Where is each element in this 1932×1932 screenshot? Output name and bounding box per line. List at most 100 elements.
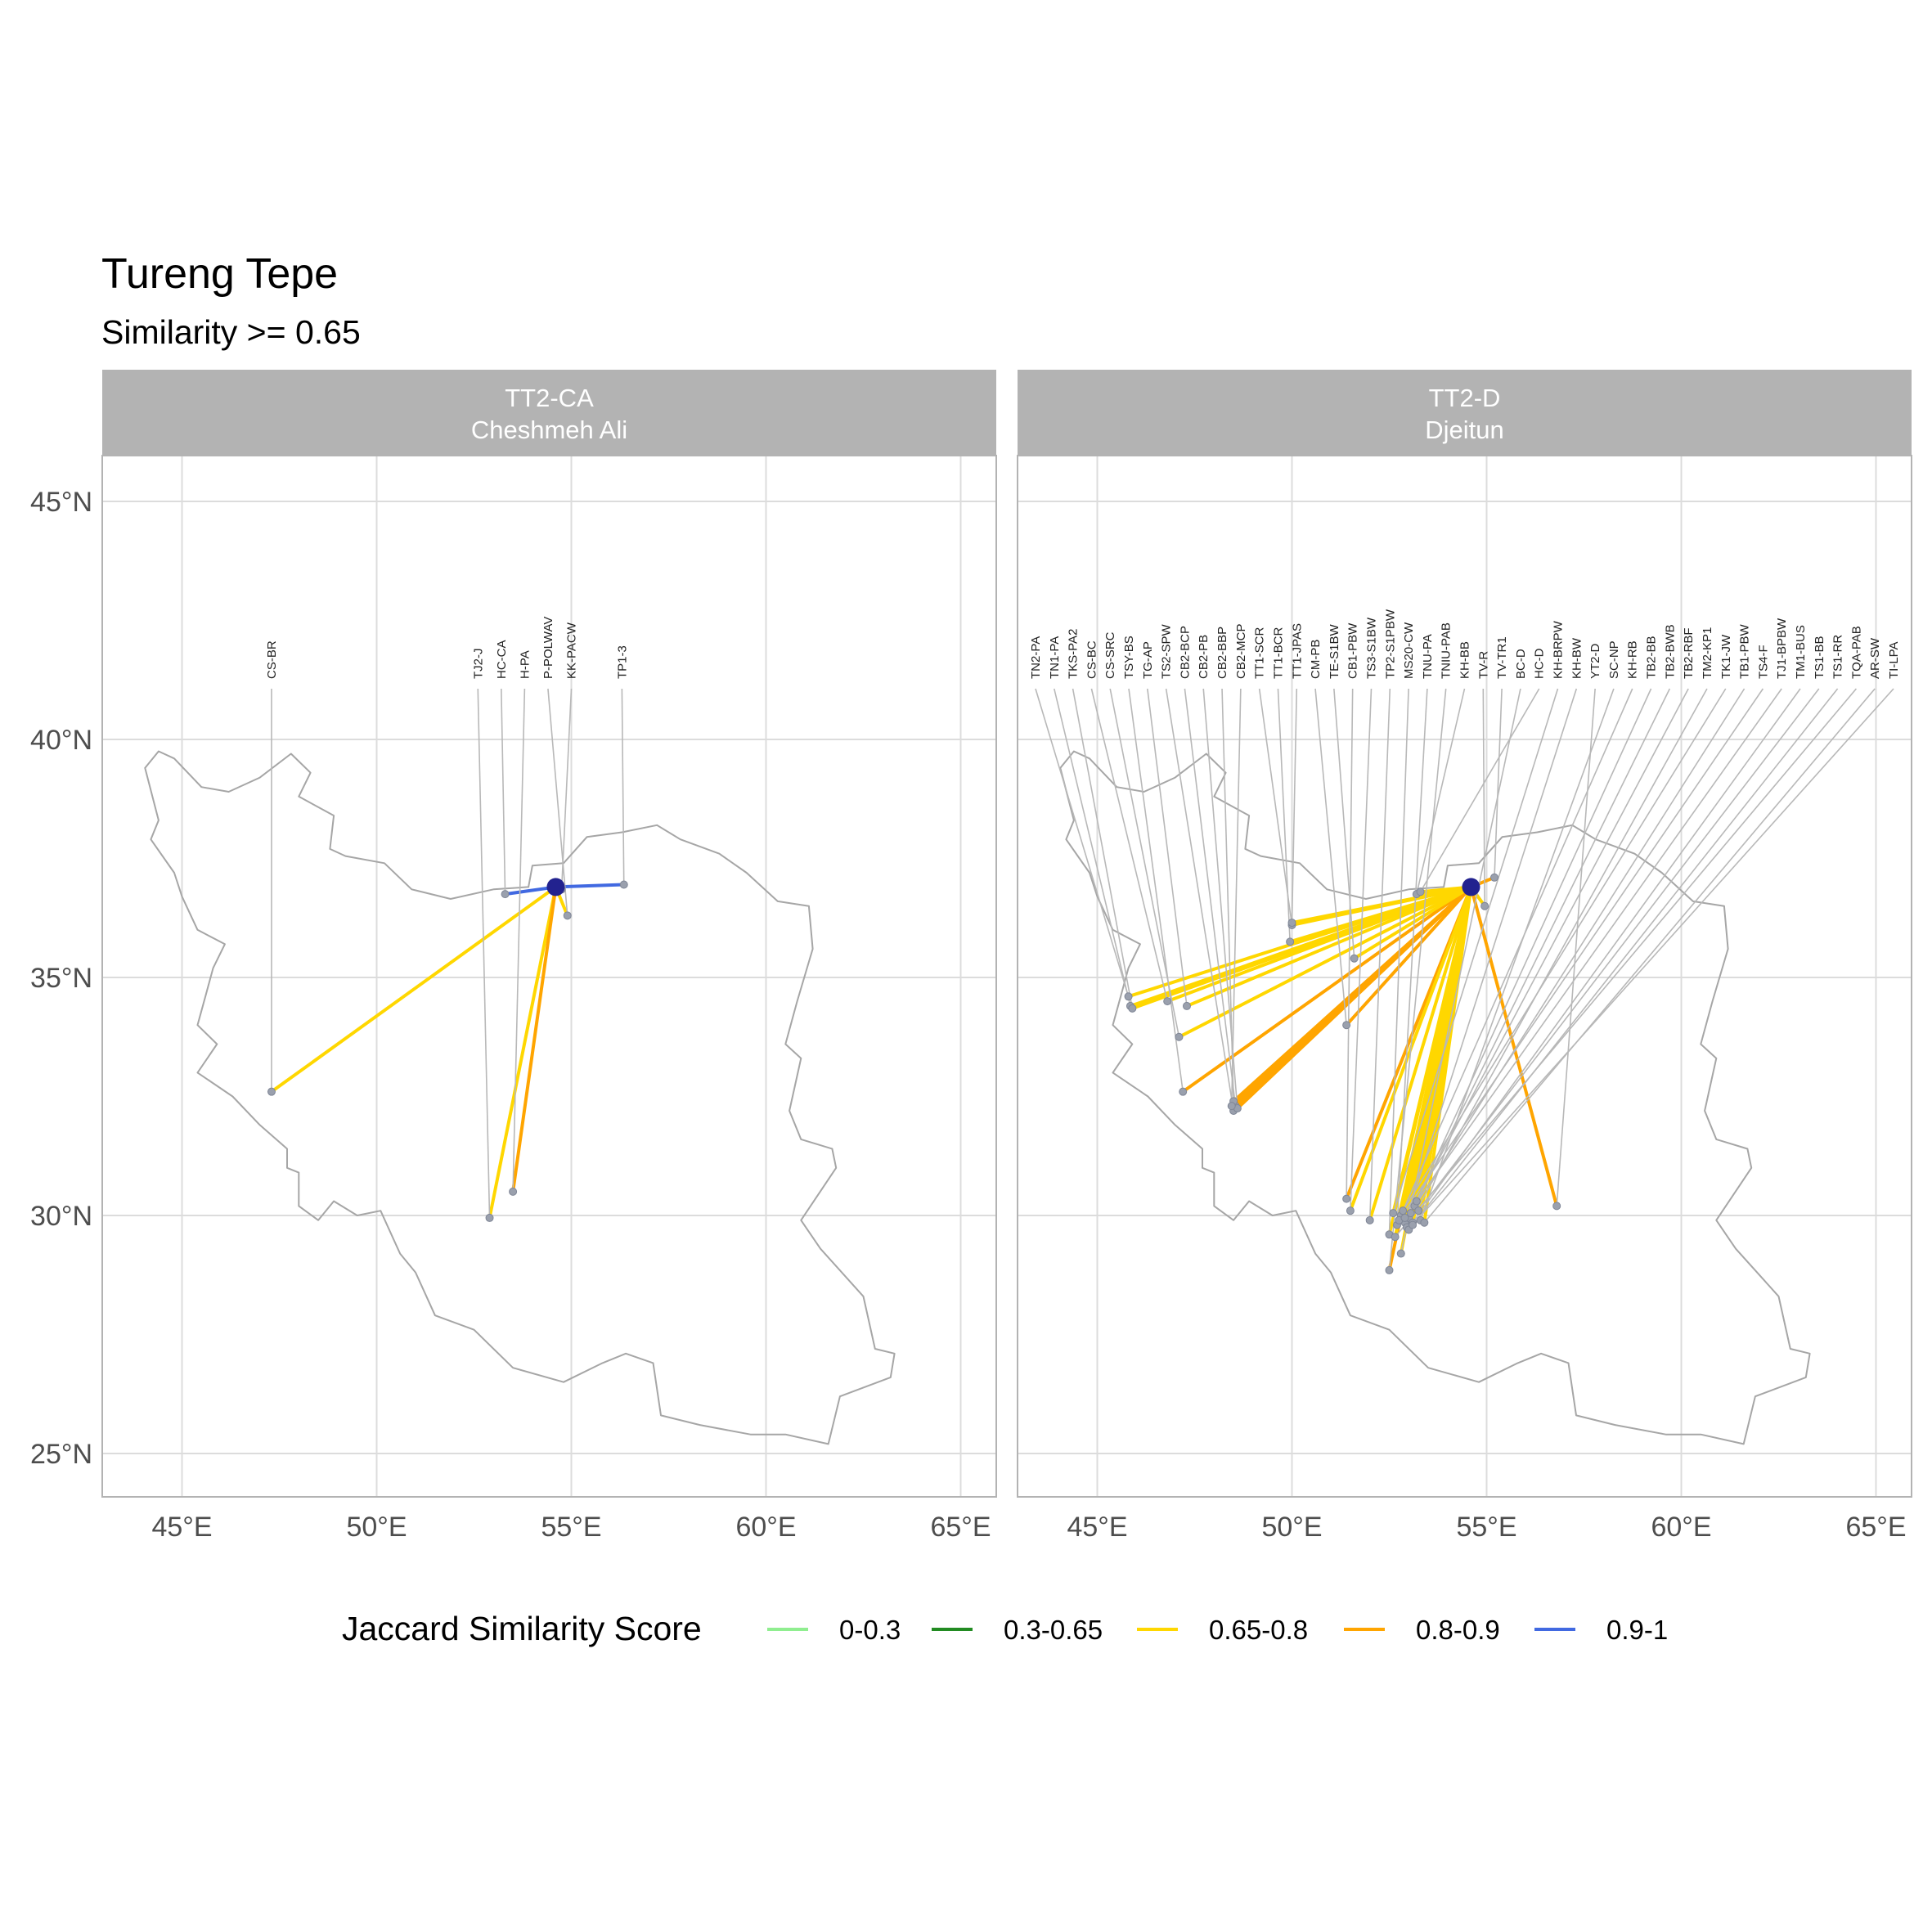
label-leader	[1350, 688, 1373, 1211]
facet-strip	[102, 370, 996, 455]
site-point	[267, 1087, 276, 1096]
site-label: TV-TR1	[1495, 636, 1509, 679]
legend-label: 0.8-0.9	[1416, 1615, 1500, 1645]
site-label: KH-BW	[1570, 637, 1584, 679]
x-tick-label: 50°E	[346, 1512, 407, 1543]
label-leader	[1277, 688, 1291, 942]
label-leader	[1408, 688, 1652, 1219]
site-label: TS1-BB	[1813, 636, 1826, 679]
label-leader	[1416, 688, 1466, 895]
site-labels: CS-BR TJ2-J HC-CA H-PA P-POLWAV KK-PACW TP1-3	[265, 617, 629, 679]
facet-strip	[1018, 370, 1912, 455]
x-tick-label: 65°E	[930, 1512, 991, 1543]
site-point	[1342, 1021, 1351, 1030]
y-tick-label: 35°N	[30, 963, 92, 994]
site-label: TP1-3	[615, 645, 629, 679]
site-label: TT1-JPAS	[1290, 623, 1304, 679]
site-label: P-POLWAV	[541, 617, 555, 679]
site-label: H-PA	[518, 650, 532, 679]
site-point	[1124, 992, 1133, 1001]
legend-label: 0.65-0.8	[1209, 1615, 1308, 1645]
site-point	[1128, 1004, 1137, 1013]
similarity-line	[1352, 885, 1473, 960]
site-point	[1409, 1220, 1418, 1229]
similarity-line	[1393, 885, 1473, 1239]
legend-label: 0.9-1	[1606, 1615, 1668, 1645]
label-leader	[1398, 688, 1764, 1221]
site-point	[1365, 1215, 1374, 1224]
similarity-line	[487, 885, 558, 1220]
similarity-line	[1345, 885, 1473, 1027]
site-label: TKS-PA2	[1067, 629, 1081, 679]
label-leader	[1419, 688, 1540, 892]
plot-subtitle: Similarity >= 0.65	[101, 313, 361, 351]
y-tick-label: 30°N	[30, 1201, 92, 1232]
label-leader	[1090, 688, 1168, 1002]
label-leader	[1410, 688, 1746, 1214]
label-leader	[547, 688, 568, 916]
label-leader	[1221, 688, 1234, 1102]
site-point	[1399, 1206, 1408, 1215]
label-leader	[1258, 688, 1293, 926]
label-leader	[1413, 688, 1671, 1206]
label-leader	[621, 688, 625, 885]
site-point	[1400, 1213, 1409, 1222]
site-label: YT2-D	[1588, 643, 1602, 679]
site-point	[1412, 1197, 1421, 1206]
site-label: TJ1-BPBW	[1775, 618, 1789, 679]
y-tick-label: 25°N	[30, 1439, 92, 1470]
legend: Jaccard Similarity Score 0-0.3 0.3-0.65 0.…	[342, 1610, 1668, 1647]
similarity-line	[1177, 885, 1473, 1039]
site-label: BC-D	[1514, 649, 1528, 679]
site-points	[1124, 873, 1561, 1274]
facet-strip-code: TT2-D	[1429, 384, 1501, 412]
site-label: TB2-BB	[1645, 636, 1659, 679]
legend-title: Jaccard Similarity Score	[342, 1610, 702, 1647]
site-point	[563, 911, 572, 920]
site-point	[1350, 954, 1359, 963]
similarity-line	[511, 885, 558, 1193]
site-label: TP2-S1PBW	[1383, 609, 1397, 679]
site-point	[485, 1213, 494, 1222]
site-point	[1182, 1001, 1191, 1010]
site-label: TN2-PA	[1029, 636, 1043, 679]
site-point	[1414, 1206, 1423, 1215]
label-leader	[1291, 688, 1298, 923]
site-label: TB2-BWB	[1663, 624, 1677, 679]
site-label: TS2-SPW	[1160, 623, 1174, 679]
y-tick-label: 45°N	[30, 487, 92, 518]
label-leader	[1404, 688, 1578, 1223]
site-label: CS-BC	[1085, 640, 1099, 679]
label-leader	[1400, 688, 1633, 1216]
label-leader	[1072, 688, 1134, 1009]
site-point	[1480, 901, 1489, 910]
site-label: TS3-S1BW	[1364, 617, 1378, 679]
label-leader	[1184, 688, 1237, 1107]
site-point	[1406, 1209, 1415, 1218]
site-label: CB1-PBW	[1346, 622, 1360, 679]
label-leader	[1423, 688, 1876, 1224]
x-tick-label: 50°E	[1261, 1512, 1322, 1543]
site-point	[1416, 887, 1425, 896]
site-point	[1490, 873, 1499, 882]
label-leader	[1035, 688, 1130, 997]
site-point	[1346, 1206, 1355, 1215]
site-point	[1163, 997, 1172, 1006]
site-label: TG-AP	[1141, 641, 1155, 679]
x-tick-label: 55°E	[1456, 1512, 1516, 1543]
label-leader	[1400, 688, 1521, 1254]
facet-panel-1: TT2-CA Cheshmeh Ali 45°E 50°E 55°E 60°E 65°E 25…	[30, 370, 997, 1543]
site-label: TB1-PBW	[1738, 623, 1752, 679]
site-point	[1175, 1032, 1184, 1041]
hub-point-tureng-tepe	[546, 878, 565, 896]
site-point	[1227, 1102, 1236, 1111]
similarity-line	[1469, 885, 1559, 1208]
site-label: AR-SW	[1868, 637, 1882, 679]
site-label: TSY-BS	[1122, 636, 1136, 679]
site-label: KH-RB	[1626, 640, 1640, 679]
facet-strip-code: TT2-CA	[505, 384, 594, 412]
site-label: CB2-BBP	[1215, 627, 1229, 679]
similarity-line	[269, 885, 558, 1094]
site-label: CB2-PB	[1197, 635, 1211, 679]
